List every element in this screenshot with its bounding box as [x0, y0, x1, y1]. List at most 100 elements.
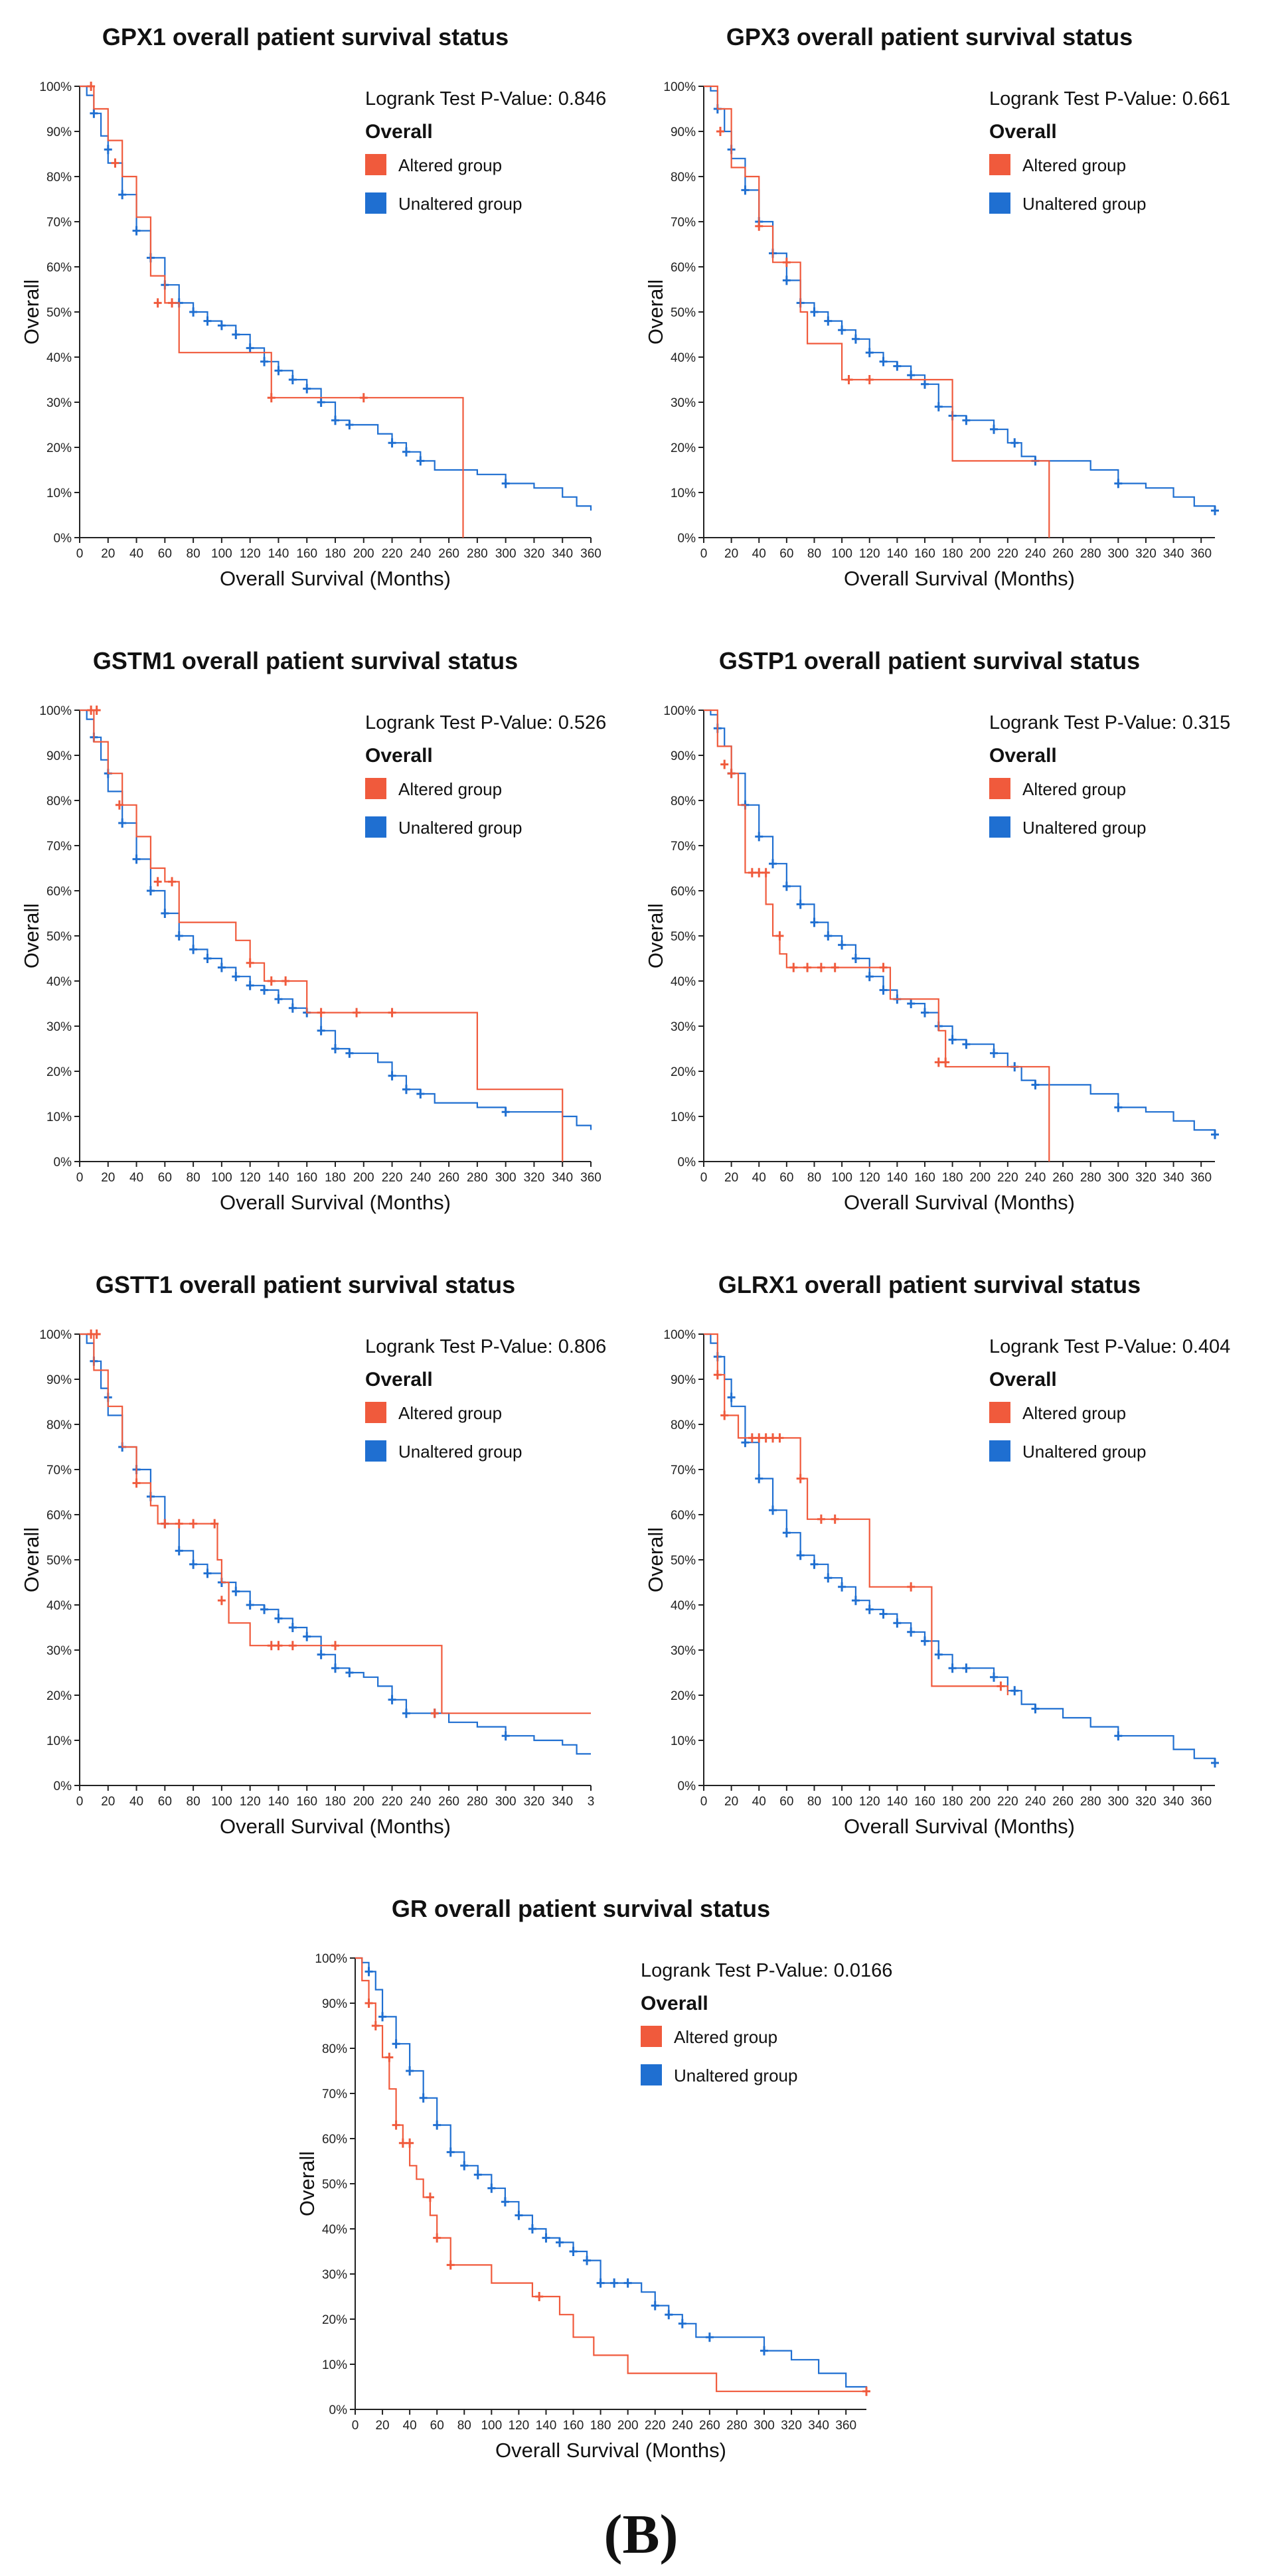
y-tick-label: 70%	[46, 1464, 72, 1477]
x-tick-label: 120	[859, 1171, 880, 1185]
censor-mark-unaltered	[962, 1663, 971, 1673]
censor-mark-unaltered	[317, 1649, 325, 1659]
x-tick-label: 320	[524, 1171, 545, 1185]
x-axis-label: Overall Survival (Months)	[844, 1191, 1075, 1214]
pvalue-text: Logrank Test P-Value: 0.661	[989, 88, 1230, 110]
legend-swatch-altered	[989, 154, 1010, 175]
censor-mark-unaltered	[419, 2093, 428, 2103]
censor-mark-unaltered	[569, 2247, 578, 2256]
censor-mark-unaltered	[90, 108, 98, 118]
y-axis-label: Overall	[20, 279, 43, 344]
y-axis-label: Overall	[644, 279, 667, 344]
x-tick-label: 160	[914, 1171, 935, 1185]
x-tick-label: 220	[997, 547, 1018, 561]
censor-mark-unaltered	[487, 2183, 496, 2193]
x-tick-label: 260	[438, 1171, 459, 1185]
pvalue-text: Logrank Test P-Value: 0.526	[365, 712, 606, 733]
y-axis-label: Overall	[644, 903, 667, 968]
y-tick-label: 10%	[46, 1110, 72, 1124]
y-axis-label: Overall	[295, 2151, 319, 2216]
x-tick-label: 160	[563, 2419, 584, 2433]
x-tick-label: 360	[1190, 1795, 1212, 1809]
y-axis-label: Overall	[644, 1527, 667, 1592]
legend-label-unaltered: Unaltered group	[1022, 818, 1146, 838]
censor-mark-unaltered	[132, 854, 141, 864]
x-tick-label: 180	[590, 2419, 611, 2433]
censor-mark-unaltered	[317, 398, 325, 407]
censor-mark-unaltered	[433, 2120, 441, 2130]
x-tick-label: 160	[914, 1795, 935, 1809]
y-tick-label: 100%	[39, 704, 72, 718]
x-tick-label: 280	[1080, 1795, 1101, 1809]
censor-mark-unaltered	[288, 1623, 297, 1632]
censor-mark-altered	[433, 2233, 441, 2243]
y-tick-label: 80%	[671, 171, 696, 185]
x-tick-label: 200	[353, 1171, 374, 1185]
censor-mark-unaltered	[364, 1967, 373, 1977]
x-tick-label: 320	[1135, 1171, 1157, 1185]
x-tick-label: 60	[430, 2419, 444, 2433]
series-line-altered	[80, 709, 564, 1162]
censor-mark-unaltered	[501, 2197, 509, 2207]
x-tick-label: 40	[129, 547, 143, 561]
censor-mark-unaltered	[962, 416, 971, 425]
y-tick-label: 100%	[663, 80, 696, 94]
censor-mark-unaltered	[388, 1695, 396, 1705]
censor-mark-unaltered	[232, 1586, 240, 1596]
y-tick-label: 70%	[46, 216, 72, 230]
x-tick-label: 20	[724, 1795, 738, 1809]
y-tick-label: 40%	[46, 975, 72, 989]
x-tick-label: 120	[509, 2419, 530, 2433]
y-tick-label: 30%	[46, 396, 72, 410]
y-tick-label: 0%	[678, 532, 696, 546]
censor-mark-altered	[189, 1519, 198, 1529]
panel-gpx1: GPX1 overall patient survival status 0% 10…	[7, 0, 606, 590]
x-tick-label: 0	[76, 547, 84, 561]
censor-mark-unaltered	[796, 899, 805, 909]
censor-mark-altered	[246, 958, 254, 968]
x-axis-label: Overall Survival (Months)	[844, 567, 1075, 590]
censor-mark-unaltered	[782, 881, 791, 891]
censor-mark-altered	[388, 1008, 396, 1018]
censor-mark-unaltered	[727, 1393, 736, 1402]
legend-swatch-unaltered	[641, 2064, 662, 2085]
y-tick-label: 50%	[671, 1554, 696, 1568]
legend-swatch-altered	[365, 154, 386, 175]
x-tick-label: 340	[808, 2419, 829, 2433]
censor-mark-altered	[775, 931, 784, 941]
x-tick-label: 160	[914, 547, 935, 561]
censor-mark-altered	[87, 82, 96, 91]
censor-mark-altered	[789, 962, 798, 972]
x-tick-label: 140	[268, 1171, 289, 1185]
y-tick-label: 10%	[322, 2358, 347, 2372]
censor-mark-altered	[217, 1596, 226, 1606]
censor-mark-unaltered	[246, 343, 254, 353]
censor-mark-unaltered	[416, 456, 425, 466]
censor-mark-unaltered	[501, 1107, 510, 1117]
chart-title: GLRX1 overall patient survival status	[718, 1271, 1141, 1298]
y-tick-label: 80%	[671, 1418, 696, 1432]
x-tick-label: 360	[1190, 1171, 1212, 1185]
x-tick-label: 40	[752, 1171, 766, 1185]
y-tick-label: 50%	[671, 930, 696, 944]
y-tick-label: 20%	[46, 1065, 72, 1079]
panel-gstp1: GSTP1 overall patient survival status 0% 1…	[631, 624, 1230, 1214]
chart-gpx3: GPX3 overall patient survival status 0% 10…	[644, 23, 1230, 590]
x-tick-label: 300	[1107, 547, 1129, 561]
censor-mark-altered	[865, 375, 874, 384]
legend-label-altered: Altered group	[674, 2027, 777, 2047]
censor-mark-unaltered	[331, 416, 339, 425]
y-tick-label: 90%	[671, 749, 696, 763]
legend-label-unaltered: Unaltered group	[398, 194, 522, 214]
x-tick-label: 60	[158, 1795, 172, 1809]
series-line-altered	[355, 1957, 866, 2392]
y-tick-label: 60%	[671, 261, 696, 275]
legend-title: Overall	[989, 745, 1057, 767]
legend-title: Overall	[641, 1993, 708, 2014]
censor-mark-unaltered	[392, 2039, 400, 2049]
x-tick-label: 140	[268, 547, 289, 561]
x-tick-label: 300	[495, 547, 517, 561]
pvalue-text: Logrank Test P-Value: 0.0166	[641, 1960, 892, 1981]
censor-mark-altered	[281, 976, 290, 986]
x-tick-label: 260	[1052, 547, 1074, 561]
